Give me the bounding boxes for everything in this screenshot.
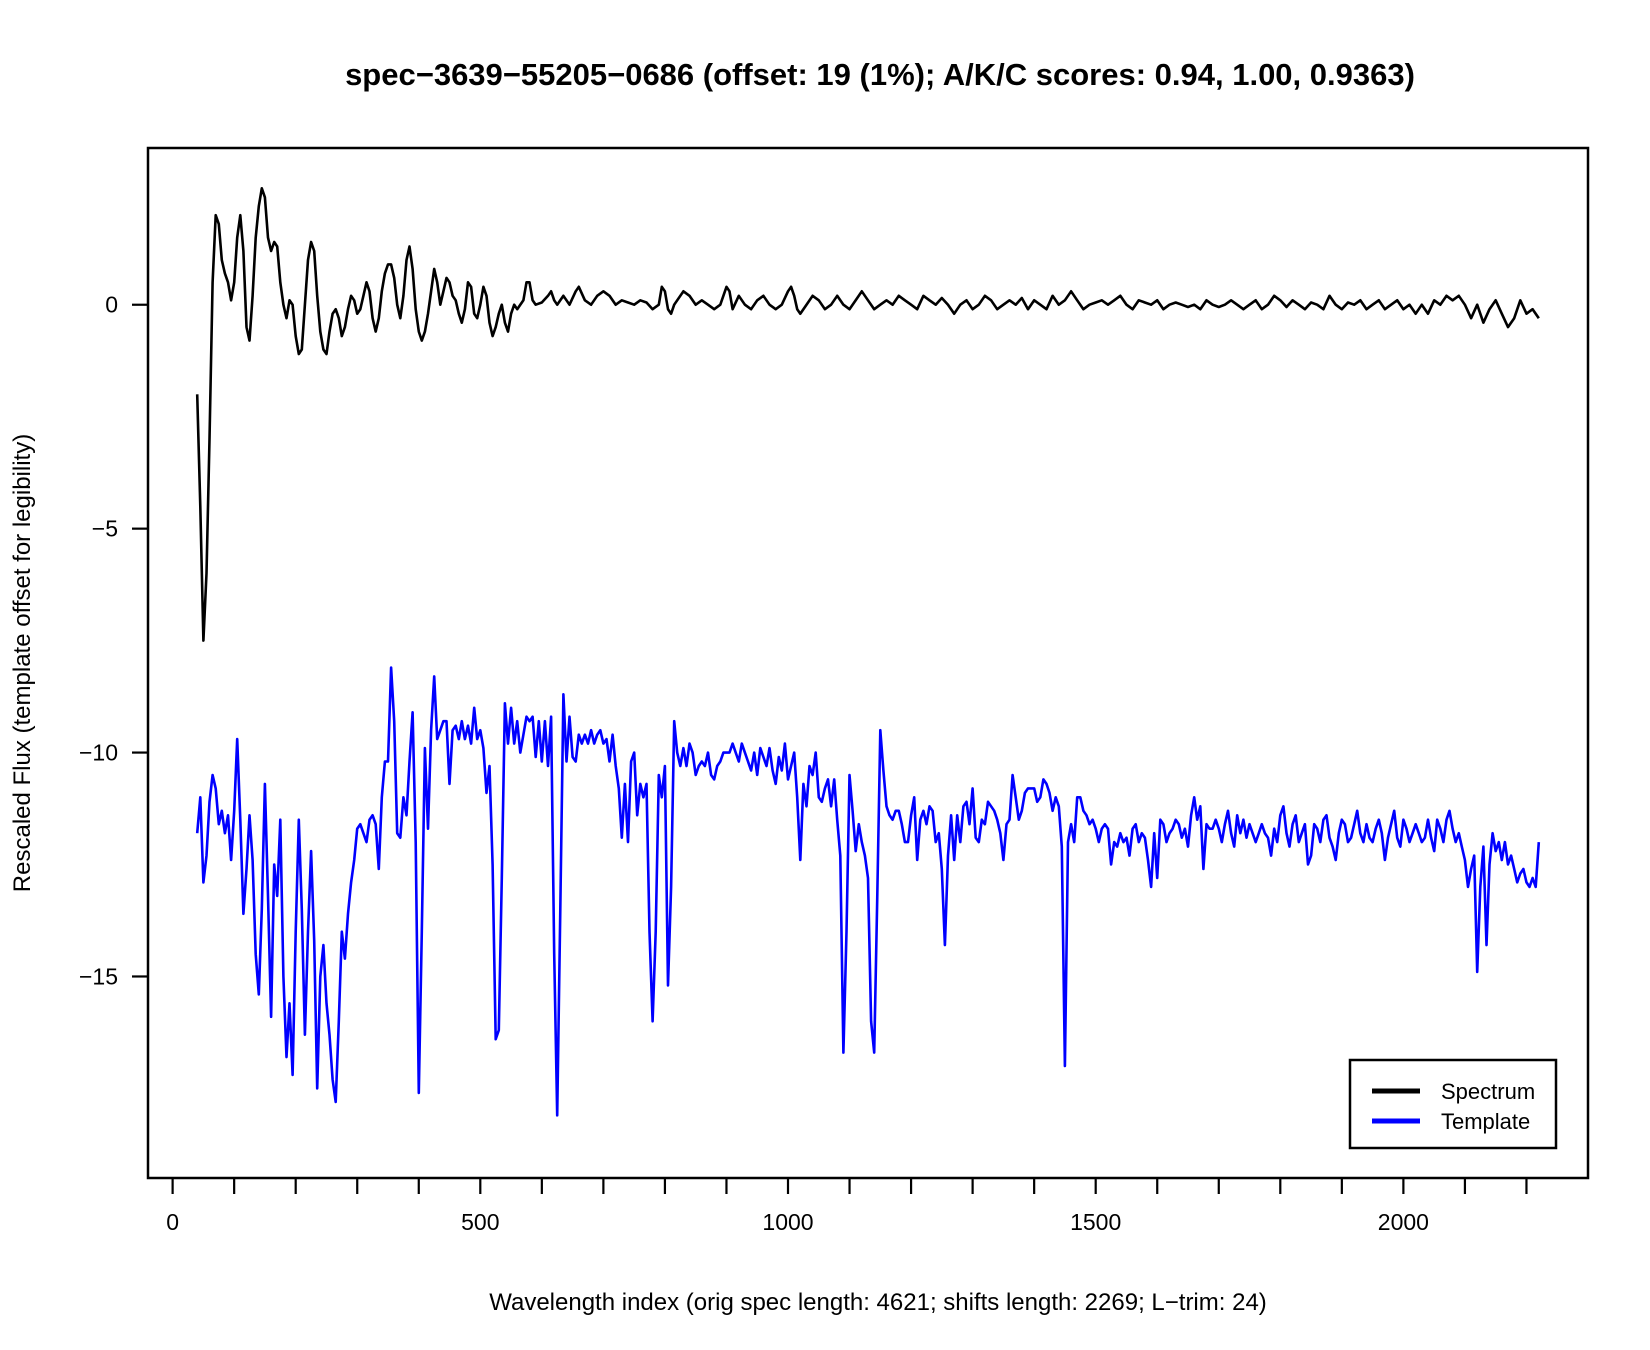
y-tick-label: 0 bbox=[105, 292, 118, 318]
legend-label-spectrum: Spectrum bbox=[1441, 1079, 1535, 1104]
x-tick-label: 2000 bbox=[1378, 1209, 1429, 1235]
x-tick-label: 500 bbox=[461, 1209, 499, 1235]
y-axis: 0 −5 −10 −15 bbox=[79, 292, 148, 989]
y-axis-title: Rescaled Flux (template offset for legib… bbox=[9, 434, 36, 892]
series-line-spectrum bbox=[195, 187, 1540, 642]
x-axis: 0 500 1000 1500 2000 bbox=[166, 1178, 1528, 1235]
y-tick-label: −5 bbox=[92, 516, 118, 542]
x-tick-label: 1500 bbox=[1070, 1209, 1121, 1235]
legend-box bbox=[1348, 1058, 1558, 1150]
x-axis-title: Wavelength index (orig spec length: 4621… bbox=[489, 1289, 1267, 1316]
legend-label-template: Template bbox=[1441, 1109, 1530, 1134]
series-layer bbox=[195, 187, 1541, 1117]
x-tick-label: 0 bbox=[166, 1209, 179, 1235]
y-tick-label: −10 bbox=[79, 740, 118, 766]
y-tick-label: −15 bbox=[79, 963, 118, 989]
legend: Spectrum Template bbox=[1348, 1058, 1558, 1150]
chart-title: spec−3639−55205−0686 (offset: 19 (1%); A… bbox=[345, 57, 1415, 92]
plot-frame bbox=[146, 146, 1590, 1180]
series-line-template bbox=[195, 666, 1541, 1117]
x-tick-label: 1000 bbox=[762, 1209, 813, 1235]
